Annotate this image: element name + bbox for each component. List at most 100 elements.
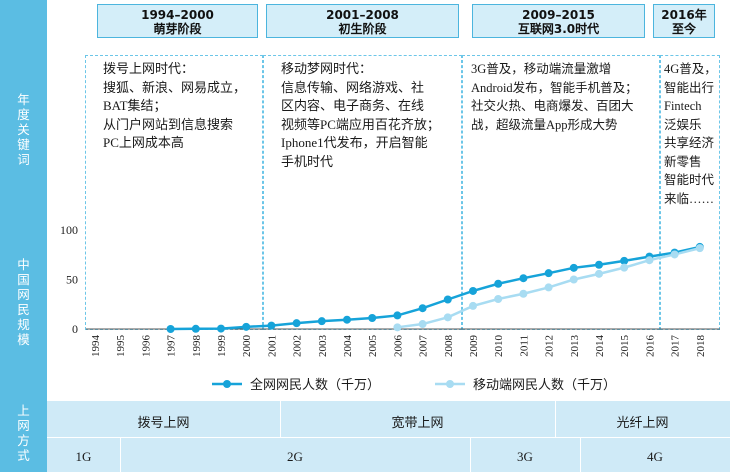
band-divider xyxy=(470,437,471,472)
data-point xyxy=(418,320,427,329)
data-point xyxy=(519,274,528,283)
stage-name: 萌芽阶段 xyxy=(153,22,202,36)
internet-users-line-chart: 0 50 100 1994 1995 1996 1997 1998 1999 2000 2001 2… xyxy=(60,223,720,392)
data-point xyxy=(166,325,175,333)
x-tick-label: 1997 xyxy=(166,335,178,358)
legend-marker xyxy=(223,380,231,388)
x-tick-label: 2007 xyxy=(418,335,430,358)
x-tick-label: 2014 xyxy=(594,335,606,358)
data-point xyxy=(393,323,402,332)
data-point xyxy=(595,269,603,278)
access-dialup: 拨号上网 xyxy=(137,415,190,430)
keywords-text-stage-3: 3G普及，移动端流量激增 Android发布，智能手机普及； 社交火热、电商爆发… xyxy=(471,62,638,132)
stage-header-2009-2015: 2009–2015 互联网3.0时代 xyxy=(472,4,645,38)
x-tick-label: 2013 xyxy=(569,335,581,358)
data-point xyxy=(645,256,654,265)
x-tick-label: 1994 xyxy=(90,335,102,358)
x-tick-label: 2017 xyxy=(670,335,682,358)
x-tick-label: 2011 xyxy=(518,335,530,357)
keywords-text-stage-2: 移动梦网时代： 信息传输、网络游戏、社 区内容、电子商务、在线 视频等PC端应用… xyxy=(281,61,440,169)
legend-label: 移动端网民人数（千万） xyxy=(473,377,616,392)
x-tick-label: 2009 xyxy=(468,335,480,358)
data-point xyxy=(292,319,301,328)
x-tick-label: 2010 xyxy=(493,335,505,358)
access-fiber: 光纤上网 xyxy=(616,415,669,430)
data-point xyxy=(317,317,326,326)
x-tick-label: 2015 xyxy=(619,335,631,358)
access-broadband: 宽带上网 xyxy=(391,415,444,430)
data-point xyxy=(544,269,553,278)
data-point xyxy=(368,314,377,323)
stage-years: 2001–2008 xyxy=(326,8,399,22)
stage-header-2001-2008: 2001–2008 初生阶段 xyxy=(266,4,459,38)
data-point xyxy=(393,311,402,320)
x-tick-label: 2016 xyxy=(644,335,656,358)
x-tick-label: 2002 xyxy=(292,335,304,357)
data-point xyxy=(620,256,629,265)
stage-header-2016-now: 2016年 至今 xyxy=(653,4,715,38)
stage-name: 初生阶段 xyxy=(338,22,387,36)
mobile-1g: 1G xyxy=(75,449,92,464)
data-point xyxy=(569,275,578,284)
data-point xyxy=(469,286,477,295)
x-tick-label: 2005 xyxy=(367,335,379,358)
data-point xyxy=(695,244,704,253)
row-label-access-method: 上 网 方 式 xyxy=(17,403,30,463)
data-point xyxy=(494,279,503,288)
x-tick-label: 2006 xyxy=(392,335,404,358)
stage-header-1994-2000: 1994–2000 萌芽阶段 xyxy=(97,4,258,38)
data-point xyxy=(191,324,200,333)
data-point xyxy=(595,260,603,269)
x-tick-label: 1999 xyxy=(216,335,228,358)
x-tick-label: 2004 xyxy=(342,335,354,358)
row-label-sidebar xyxy=(0,0,47,472)
x-tick-label: 1996 xyxy=(140,335,152,358)
data-point xyxy=(418,304,427,313)
mobile-2g: 2G xyxy=(287,449,303,464)
row-label-user-scale: 中 国 网 民 规 模 xyxy=(17,257,30,347)
x-tick-label: 2000 xyxy=(241,335,253,358)
access-method-band xyxy=(47,401,730,472)
band-divider xyxy=(580,437,581,472)
stage-years: 2009–2015 xyxy=(522,8,595,22)
x-tick-label: 2018 xyxy=(695,335,707,358)
band-divider xyxy=(555,401,556,437)
data-point xyxy=(544,283,553,292)
data-point xyxy=(443,295,452,304)
x-tick-label: 2001 xyxy=(266,335,278,357)
data-point xyxy=(519,289,528,298)
x-tick-label: 2012 xyxy=(544,335,556,357)
data-point xyxy=(469,301,477,310)
data-point xyxy=(267,321,276,330)
data-point xyxy=(620,263,629,272)
stage-years: 2016年 xyxy=(661,8,707,22)
band-divider xyxy=(280,401,281,437)
y-tick-label: 100 xyxy=(60,223,78,237)
data-point xyxy=(443,313,452,322)
legend-label: 全网网民人数（千万） xyxy=(250,377,380,392)
data-point xyxy=(494,295,503,304)
mobile-4g: 4G xyxy=(647,449,663,464)
x-tick-label: 1995 xyxy=(115,335,127,358)
data-point xyxy=(343,315,351,324)
legend-marker xyxy=(446,380,454,388)
keywords-text-stage-4: 4G普及， 智能出行 Fintech 泛娱乐 共享经济 新零售 智能时代 来临…… xyxy=(664,62,717,206)
band-divider xyxy=(120,437,121,472)
stage-name: 互联网3.0时代 xyxy=(517,22,600,36)
data-point xyxy=(217,324,225,333)
y-tick-label: 0 xyxy=(72,322,78,336)
data-point xyxy=(242,322,251,331)
y-tick-label: 50 xyxy=(66,273,78,287)
x-tick-label: 1998 xyxy=(191,335,203,358)
series-line xyxy=(170,245,701,331)
stage-years: 1994–2000 xyxy=(141,8,214,22)
data-point xyxy=(569,263,578,272)
data-point xyxy=(670,250,679,259)
stage-name: 至今 xyxy=(671,22,696,36)
mobile-3g: 3G xyxy=(517,449,533,464)
keywords-text-stage-1: 拨号上网时代： 搜狐、新浪、网易成立， BAT集结； 从门户网站到信息搜索 PC… xyxy=(103,61,247,150)
band-divider xyxy=(47,437,730,438)
x-tick-label: 2003 xyxy=(317,335,329,358)
x-tick-label: 2008 xyxy=(443,335,455,358)
row-label-keywords: 年 度 关 键 词 xyxy=(17,92,30,167)
